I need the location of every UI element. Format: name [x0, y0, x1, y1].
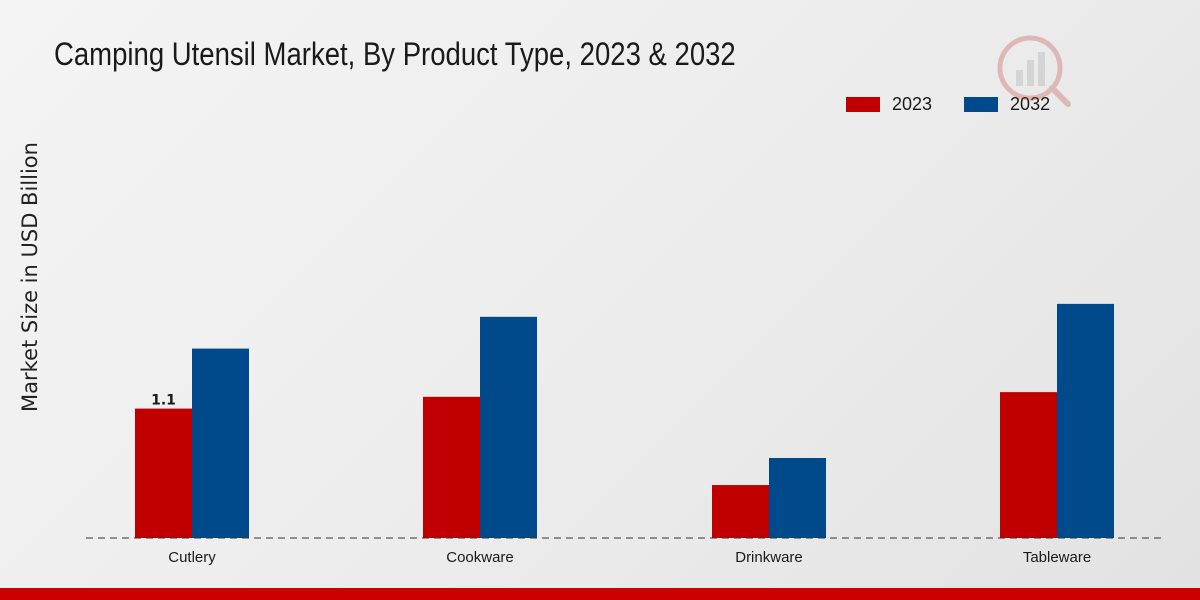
- legend-item-2032: 2032: [964, 94, 1050, 115]
- bar-2023-drinkware: [712, 485, 769, 538]
- bar-2032-cutlery: [192, 348, 249, 538]
- data-label: 1.1: [151, 393, 176, 409]
- legend-item-2023: 2023: [846, 94, 932, 115]
- logo-watermark-icon: [997, 35, 1071, 107]
- chart-title: Camping Utensil Market, By Product Type,…: [54, 36, 736, 72]
- legend-label-2032: 2032: [1010, 94, 1051, 114]
- x-tick-label-cutlery: Cutlery: [168, 549, 216, 566]
- bar-2023-cutlery: [135, 408, 192, 538]
- x-tick-label-tableware: Tableware: [1023, 549, 1091, 566]
- x-tick-label-cookware: Cookware: [446, 549, 514, 566]
- bar-2023-cookware: [423, 396, 480, 538]
- x-tick-label-drinkware: Drinkware: [735, 549, 803, 566]
- legend-label-2023: 2023: [892, 94, 933, 114]
- bottom-accent-bar: [0, 588, 1200, 600]
- bar-2032-drinkware: [769, 458, 826, 538]
- legend-swatch-2023: [846, 97, 880, 112]
- bar-2032-cookware: [480, 316, 537, 538]
- bar-2023-tableware: [1000, 392, 1057, 538]
- bar-2032-tableware: [1057, 303, 1114, 538]
- legend-swatch-2032: [964, 97, 999, 112]
- legend: 2023 2032: [846, 94, 1082, 115]
